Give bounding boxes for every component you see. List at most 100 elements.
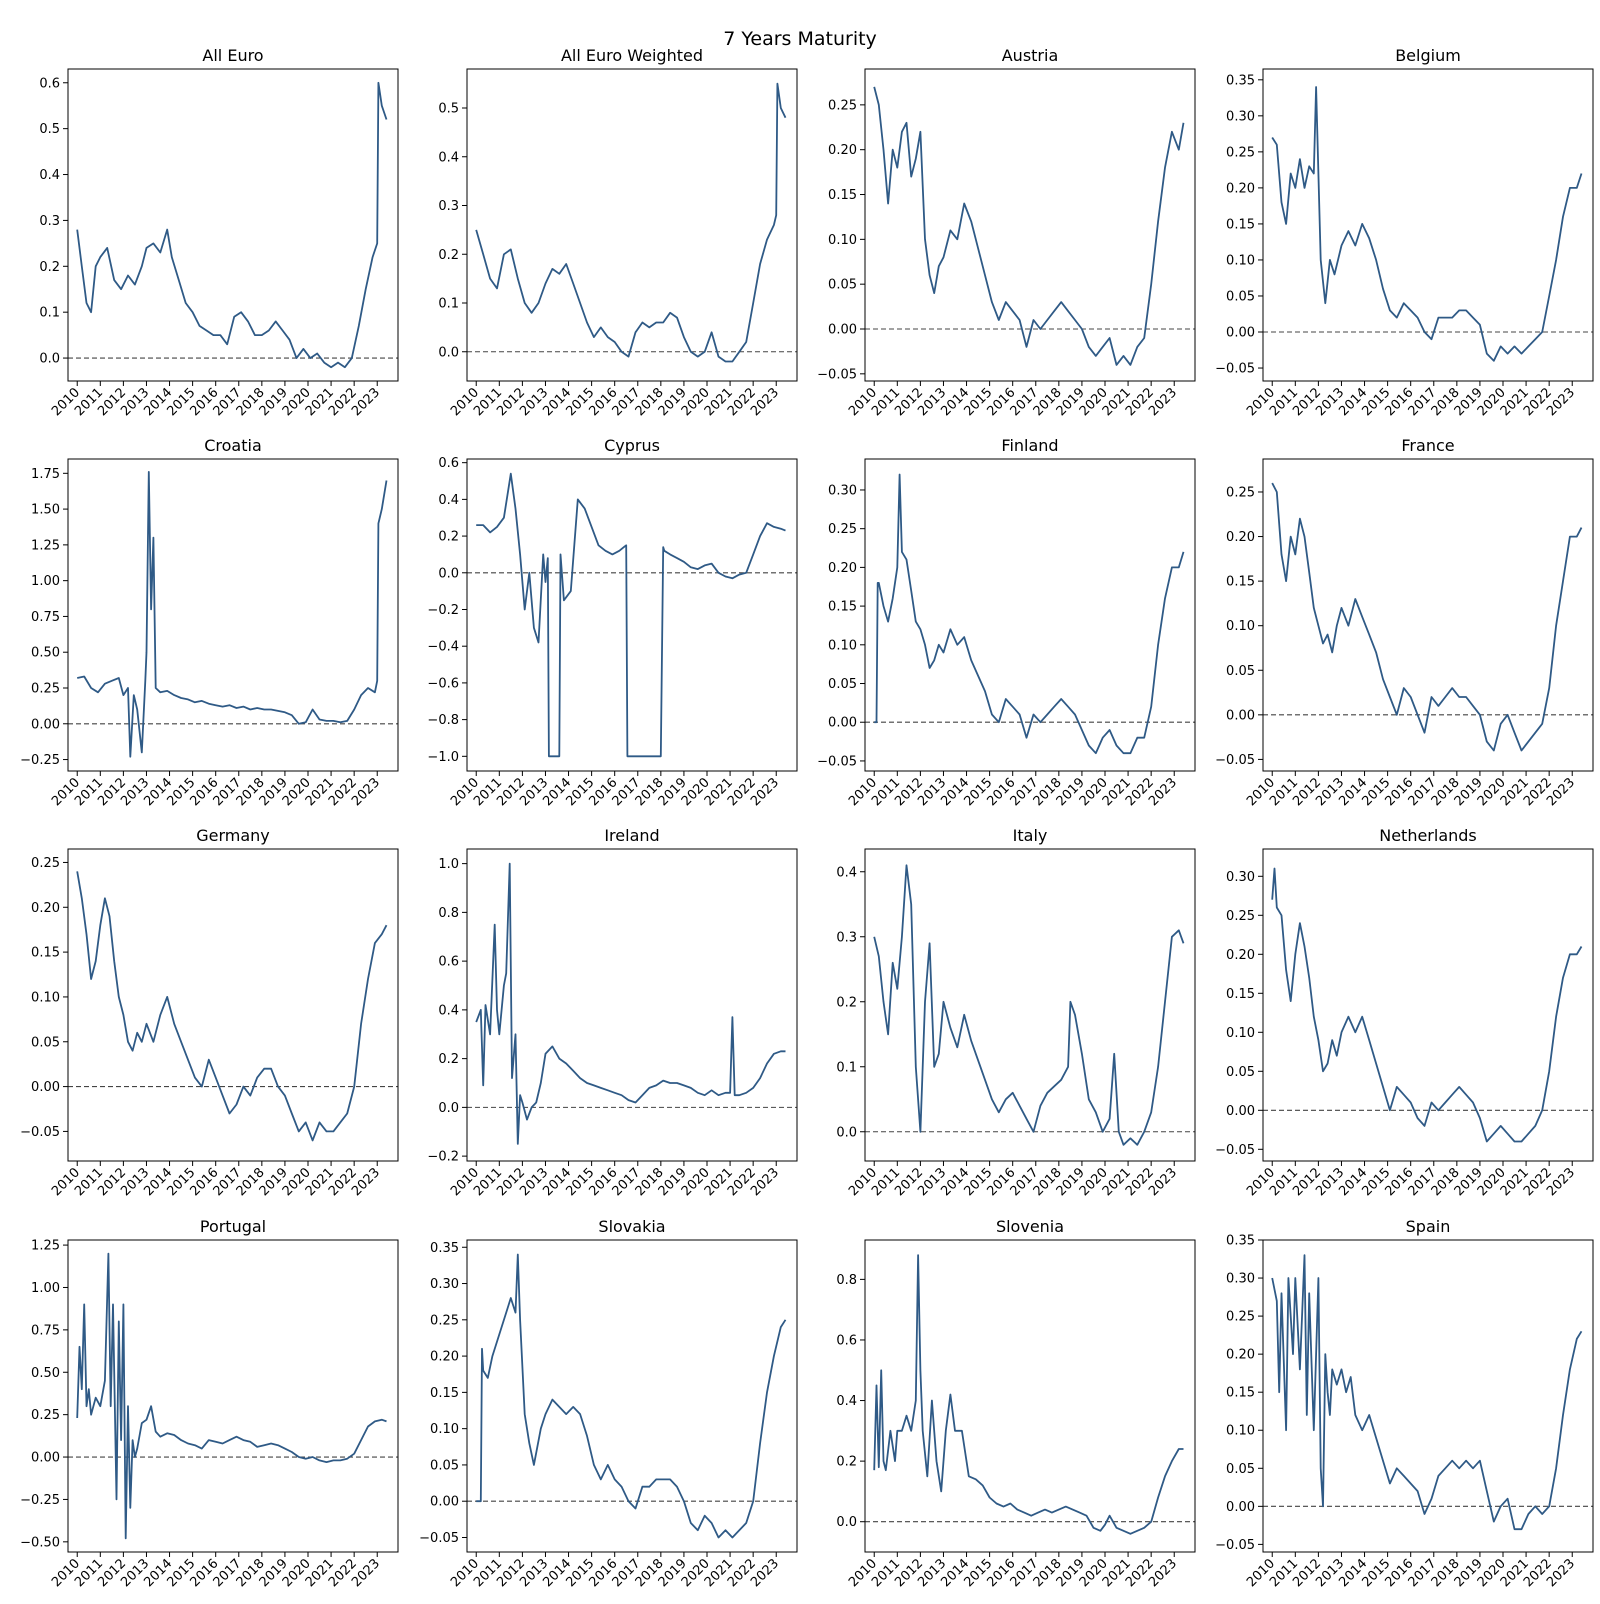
- y-tick-label: 0.00: [1226, 1104, 1255, 1119]
- subplot-spain: Spain −0.05 0.00 0.05 0.10 0.15 0.20 0.25 0.30 0.…: [1215, 1217, 1594, 1590]
- series-line: [475, 862, 786, 1145]
- y-tick-label: −0.05: [817, 367, 857, 382]
- axes-frame: [864, 848, 1196, 1162]
- y-tick-label: −0.05: [1215, 362, 1255, 377]
- subplot-slovakia: Slovakia −0.05 0.00 0.05 0.10 0.15 0.20 0.25 0.3…: [419, 1217, 798, 1590]
- subplot-title: Netherlands: [1379, 826, 1477, 845]
- y-tick-label: 0.15: [31, 946, 60, 961]
- y-tick-label: 0.05: [828, 278, 857, 293]
- y-tick-label: 0.1: [836, 1060, 857, 1075]
- subplot-all-euro-weighted: All Euro Weighted0.00.10.20.30.40.520102…: [438, 46, 798, 419]
- y-tick-label: 0.0: [438, 1101, 459, 1116]
- axes-frame: [466, 458, 798, 772]
- series-line: [77, 470, 388, 758]
- y-tick-label: 0.2: [438, 1052, 459, 1067]
- y-tick-label: 0.6: [438, 456, 459, 471]
- subplot-title: Ireland: [604, 826, 659, 845]
- subplot-title: Portugal: [200, 1217, 266, 1236]
- subplot-belgium: Belgium −0.05 0.00 0.05 0.10 0.15 0.20 0.25 0.30…: [1215, 46, 1594, 419]
- subplot-title: Slovakia: [598, 1217, 665, 1236]
- y-tick-label: 0.15: [1226, 217, 1255, 232]
- y-tick-label: 0.05: [1226, 289, 1255, 304]
- subplot-austria: Austria−0.050.000.050.100.150.200.252010…: [817, 46, 1196, 419]
- y-tick-label: 1.50: [31, 503, 60, 518]
- subplot-title: Croatia: [204, 436, 262, 455]
- y-tick-label: −0.2: [427, 1150, 459, 1165]
- axes-frame: [864, 1239, 1196, 1553]
- y-tick-label: 0.25: [31, 1408, 60, 1423]
- y-tick-label: 0.30: [430, 1277, 459, 1292]
- y-tick-label: 0.4: [836, 1394, 857, 1409]
- series-line: [76, 81, 388, 369]
- subplot-all-euro: All Euro0.00.10.20.30.40.50.620102011201…: [39, 46, 399, 419]
- y-tick-label: 0.15: [1226, 1386, 1255, 1401]
- y-tick-label: 0.10: [828, 233, 857, 248]
- y-tick-label: −0.2: [427, 603, 459, 618]
- y-tick-label: 0.6: [836, 1333, 857, 1348]
- subplot-title: Finland: [1001, 436, 1058, 455]
- series-line: [1271, 867, 1583, 1143]
- y-tick-label: 0.00: [1226, 326, 1255, 341]
- y-tick-label: 0.05: [430, 1458, 459, 1473]
- y-tick-label: 1.75: [31, 467, 60, 482]
- axes-frame: [67, 458, 399, 772]
- y-tick-label: 0.30: [1226, 1272, 1255, 1287]
- axes-frame: [1262, 1239, 1594, 1553]
- y-tick-label: 0.10: [1226, 1026, 1255, 1041]
- y-tick-label: 0.10: [828, 638, 857, 653]
- axes-frame: [466, 1239, 798, 1553]
- subplot-ireland: Ireland−0.20.00.20.40.60.81.020102011201…: [427, 826, 798, 1199]
- y-tick-label: 0.1: [438, 297, 459, 312]
- y-tick-label: 0.4: [438, 493, 459, 508]
- subplot-croatia: Croatia −0.25 0.00 0.25 0.50 0.75 1.00 1.25 1.50…: [20, 436, 399, 809]
- y-tick-label: 0.15: [1226, 987, 1255, 1002]
- y-tick-label: 0.20: [1226, 948, 1255, 963]
- y-tick-label: 0.3: [836, 930, 857, 945]
- y-tick-label: 0.00: [31, 1080, 60, 1095]
- y-tick-label: 0.20: [828, 143, 857, 158]
- y-tick-label: 0.3: [39, 214, 60, 229]
- y-tick-label: 0.35: [430, 1241, 459, 1256]
- y-tick-label: 0.25: [1226, 1310, 1255, 1325]
- subplot-netherlands: Netherlands −0.05 0.00 0.05 0.10 0.15 0.20 0.25…: [1215, 826, 1594, 1199]
- y-tick-label: 0.5: [438, 102, 459, 117]
- y-tick-label: 0.4: [438, 1003, 459, 1018]
- y-tick-label: 0.10: [1226, 1424, 1255, 1439]
- y-tick-label: 0.25: [1226, 145, 1255, 160]
- axes-frame: [466, 68, 798, 382]
- axes-frame: [1262, 458, 1594, 772]
- subplot-title: All Euro: [202, 46, 263, 65]
- series-line: [873, 864, 1185, 1146]
- y-tick-label: −0.05: [1215, 753, 1255, 768]
- y-tick-label: 0.05: [1226, 1462, 1255, 1477]
- y-tick-label: −0.4: [427, 640, 459, 655]
- y-tick-label: 0.15: [1226, 575, 1255, 590]
- series-line: [476, 1253, 787, 1539]
- axes-frame: [1262, 848, 1594, 1162]
- y-tick-label: 0.05: [1226, 1065, 1255, 1080]
- y-tick-label: 0.30: [828, 483, 857, 498]
- y-tick-label: 0.20: [1226, 1348, 1255, 1363]
- series-line: [76, 1252, 387, 1540]
- series-line: [1271, 1254, 1583, 1531]
- y-tick-label: 1.25: [31, 538, 60, 553]
- y-tick-label: 0.50: [31, 646, 60, 661]
- y-tick-label: 1.25: [31, 1239, 60, 1254]
- y-tick-label: 0.35: [1226, 73, 1255, 88]
- subplot-cyprus: Cyprus−1.0−0.8−0.6−0.4−0.20.00.20.40.620…: [427, 436, 798, 809]
- y-tick-label: 0.20: [430, 1350, 459, 1365]
- y-tick-label: 0.15: [828, 600, 857, 615]
- y-tick-label: 0.25: [1226, 485, 1255, 500]
- y-tick-label: 0.20: [31, 901, 60, 916]
- y-tick-label: 0.25: [430, 1313, 459, 1328]
- axes-frame: [67, 848, 399, 1162]
- y-tick-label: 0.30: [1226, 870, 1255, 885]
- y-tick-label: −1.0: [427, 750, 459, 765]
- series-line: [873, 1254, 1184, 1535]
- y-tick-label: 0.05: [31, 1035, 60, 1050]
- y-tick-label: 0.10: [31, 990, 60, 1005]
- y-tick-label: 0.05: [1226, 664, 1255, 679]
- y-tick-label: 0.3: [438, 199, 459, 214]
- y-tick-label: −0.05: [419, 1531, 459, 1546]
- y-tick-label: 0.00: [1226, 708, 1255, 723]
